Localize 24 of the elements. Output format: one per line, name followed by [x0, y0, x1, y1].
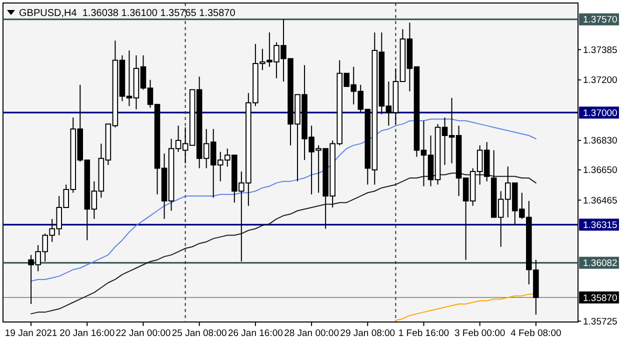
ref-line-label: 1.37570 [583, 14, 618, 26]
x-tick-label: 26 Jan 16:00 [228, 328, 283, 339]
y-tick-label: 1.37200 [583, 75, 618, 86]
ref-line-label: 1.36315 [583, 220, 618, 231]
y-tick-label: 1.35725 [583, 316, 618, 328]
x-tick-label: 19 Jan 2021 [4, 328, 58, 339]
ref-line-label: 1.36082 [583, 258, 618, 270]
y-tick-label: 1.36465 [583, 195, 618, 206]
text: GBPUSD,H4 1.36038 1.36100 1.35765 1.35870 [19, 8, 236, 19]
ref-line-label: 1.37000 [583, 108, 618, 119]
x-tick-label: 4 Feb 08:00 [510, 328, 562, 339]
y-tick-label: 1.36830 [583, 136, 618, 147]
x-tick-label: 28 Jan 00:00 [284, 328, 340, 339]
x-tick-label: 25 Jan 08:00 [172, 328, 227, 339]
x-tick-label: 3 Feb 00:00 [454, 328, 506, 339]
x-tick-label: 22 Jan 00:00 [116, 328, 171, 339]
line-series [30, 172, 536, 314]
ref-line-label: 1.35870 [583, 292, 618, 304]
x-tick-label: 1 Feb 16:00 [398, 328, 450, 339]
y-tick-label: 1.37385 [583, 44, 618, 56]
line-series [30, 118, 536, 282]
y-tick-label: 1.36650 [583, 165, 618, 176]
x-tick-label: 20 Jan 16:00 [60, 328, 115, 339]
x-tick-label: 29 Jan 08:00 [340, 328, 396, 339]
